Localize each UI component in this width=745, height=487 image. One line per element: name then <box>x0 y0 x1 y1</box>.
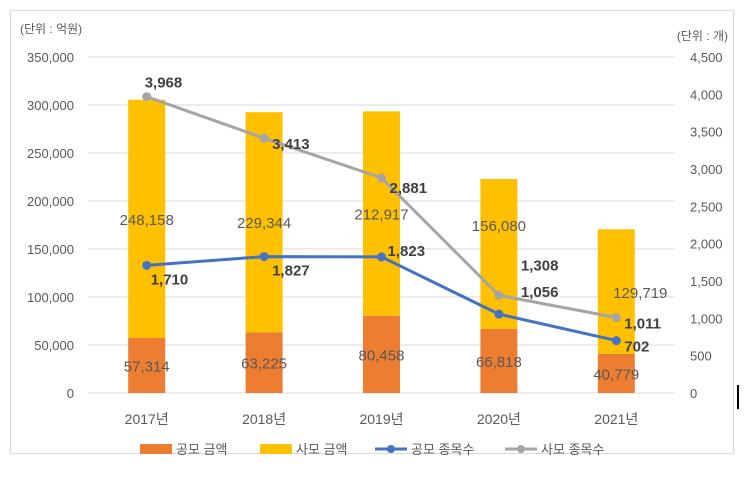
x-tick-label: 2019년 <box>359 411 403 427</box>
legend-marker <box>517 445 525 453</box>
legend-swatch <box>140 444 172 454</box>
data-label-private-amount: 248,158 <box>120 212 174 229</box>
right-tick-label: 4,000 <box>690 87 723 102</box>
bar-public-amount <box>128 337 166 393</box>
right-tick-label: 0 <box>690 386 697 401</box>
data-label-count: 1,011 <box>624 316 661 333</box>
bar-public-amount <box>245 332 283 393</box>
bar-private-amount <box>363 111 400 316</box>
right-tick-label: 4,500 <box>690 50 723 65</box>
left-tick-label: 250,000 <box>27 146 74 161</box>
right-unit-label: (단위 : 개) <box>677 29 728 43</box>
bar-private-amount <box>480 179 518 329</box>
left-tick-label: 0 <box>67 386 74 401</box>
x-tick-label: 2017년 <box>125 411 169 427</box>
data-label-count: 2,881 <box>390 180 428 197</box>
right-tick-label: 3,500 <box>690 125 723 140</box>
bar-public-amount <box>480 328 518 393</box>
data-label-private-amount: 156,080 <box>472 218 526 235</box>
x-tick-label: 2018년 <box>242 411 286 427</box>
data-label-count: 1,710 <box>151 271 189 288</box>
right-tick-label: 2,000 <box>690 237 723 252</box>
marker-point <box>377 173 386 183</box>
bar-private-amount <box>245 112 283 333</box>
marker-point <box>142 92 152 102</box>
bar-private-amount <box>128 99 166 338</box>
left-tick-label: 300,000 <box>27 98 74 113</box>
left-tick-label: 50,000 <box>34 338 74 353</box>
marker-point <box>494 290 504 300</box>
marker-point <box>142 260 152 270</box>
legend-label: 사모 종목수 <box>541 442 604 457</box>
data-label-count: 3,968 <box>145 75 183 92</box>
left-unit-label: (단위 : 억원) <box>20 22 82 36</box>
right-tick-label: 1,500 <box>690 274 723 289</box>
data-label-public-amount: 80,458 <box>359 347 405 364</box>
marker-point <box>259 133 269 143</box>
data-label-count: 702 <box>624 339 649 356</box>
marker-point <box>611 336 621 346</box>
data-label-public-amount: 57,314 <box>124 358 170 375</box>
data-label-public-amount: 63,225 <box>241 356 287 373</box>
left-tick-label: 150,000 <box>27 242 74 257</box>
left-tick-label: 200,000 <box>27 194 74 209</box>
right-tick-label: 1,000 <box>690 311 723 326</box>
legend-label: 공모 종목수 <box>411 442 474 457</box>
bar-public-amount <box>363 315 400 393</box>
x-tick-label: 2020년 <box>477 411 521 427</box>
marker-point <box>259 252 269 262</box>
text-cursor <box>737 385 739 409</box>
legend-marker <box>387 445 395 453</box>
data-label-private-amount: 212,917 <box>354 207 408 224</box>
x-tick-label: 2021년 <box>594 411 638 427</box>
right-tick-label: 500 <box>690 349 712 364</box>
bar-public-amount <box>597 353 635 393</box>
data-label-private-amount: 129,719 <box>613 285 667 302</box>
data-label-count: 1,823 <box>388 243 426 260</box>
legend-label: 사모 금액 <box>296 442 347 457</box>
left-tick-label: 100,000 <box>27 290 74 305</box>
right-tick-label: 2,500 <box>690 199 723 214</box>
bar-private-amount <box>597 229 635 354</box>
marker-point <box>494 309 504 319</box>
data-label-count: 3,413 <box>272 136 310 153</box>
data-label-count: 1,827 <box>272 263 310 280</box>
data-label-count: 1,056 <box>521 284 559 301</box>
chart-frame <box>10 10 734 454</box>
left-tick-label: 350,000 <box>27 50 74 65</box>
data-label-public-amount: 40,779 <box>593 366 639 383</box>
marker-point <box>611 313 621 323</box>
legend-swatch <box>260 444 292 454</box>
data-label-public-amount: 66,818 <box>476 354 522 371</box>
data-label-count: 1,308 <box>521 257 559 274</box>
data-label-private-amount: 229,344 <box>237 215 291 232</box>
marker-point <box>377 252 386 262</box>
legend-label: 공모 금액 <box>176 442 227 457</box>
right-tick-label: 3,000 <box>690 162 723 177</box>
